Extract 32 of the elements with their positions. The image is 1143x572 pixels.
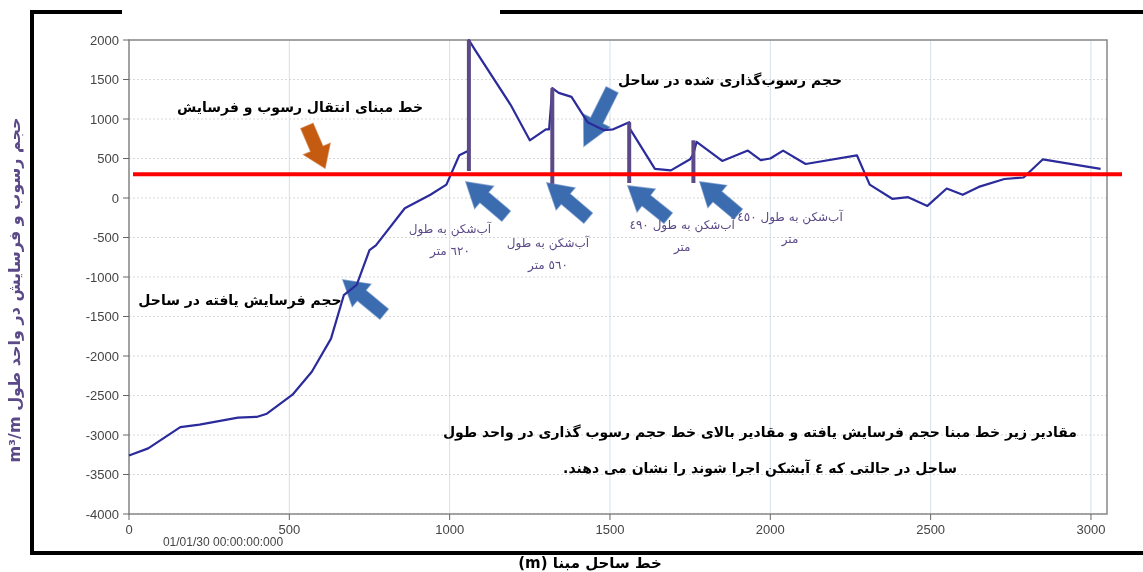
y-tick-label: -3500 xyxy=(85,467,119,482)
annotation: آب‌شکن به طول ٥٦٠ متر xyxy=(505,234,591,274)
x-tick-label: 2500 xyxy=(916,522,946,537)
y-tick-label: -500 xyxy=(92,230,119,245)
y-tick-label: -1500 xyxy=(85,309,119,324)
y-tick-label: -1000 xyxy=(85,269,119,285)
y-tick-label: -2000 xyxy=(85,348,119,364)
annotation: آب‌شکن به طول ٦٢٠ متر xyxy=(407,220,493,260)
annotation: خط مبنای انتقال رسوب و فرسایش xyxy=(176,99,424,115)
annotation: آب‌شکن به طول ٤٩٠ متر xyxy=(629,218,735,255)
annotation: حجم فرسایش یافته در ساحل xyxy=(138,292,342,308)
x-axis-title: خط ساحل مبنا (m) xyxy=(518,554,662,572)
y-tick-label: 2000 xyxy=(90,32,119,48)
x-tick-label: 2000 xyxy=(755,522,785,537)
annotation: آب‌شکن به طول ٤٥٠ متر xyxy=(737,210,843,246)
annotation: حجم رسوب‌گذاری شده در ساحل xyxy=(617,72,843,88)
x-tick-label: 500 xyxy=(278,522,301,537)
x-tick-label: 1000 xyxy=(435,522,465,537)
y-tick-label: 1000 xyxy=(90,111,119,127)
x-tick-label: 0 xyxy=(125,522,133,537)
y-tick-label: 500 xyxy=(97,151,119,166)
y-tick-label: 1500 xyxy=(90,72,119,87)
x-tick-label: 1500 xyxy=(595,522,625,537)
y-tick-label: -2500 xyxy=(85,388,119,403)
text: 01/01/30 00:00:00:000 xyxy=(162,535,284,549)
line-series xyxy=(127,38,1102,457)
y-tick-label: 0 xyxy=(111,190,119,206)
y-tick-label: -4000 xyxy=(85,506,119,522)
text: مقادیر زیر خط مبنا حجم فرسایش یافته و مقادیر بالای خط حجم رسوب گذاری در واحد طول ساحل در حالتی که ٤ آبشکن اجرا شوند را نشان می دهند. xyxy=(442,424,1078,476)
x-tick-label: 3000 xyxy=(1076,522,1106,537)
y-axis-title: حجم رسوب و فرسایش در واحد طول m³/m xyxy=(4,117,24,463)
y-tick-label: -3000 xyxy=(85,427,119,443)
